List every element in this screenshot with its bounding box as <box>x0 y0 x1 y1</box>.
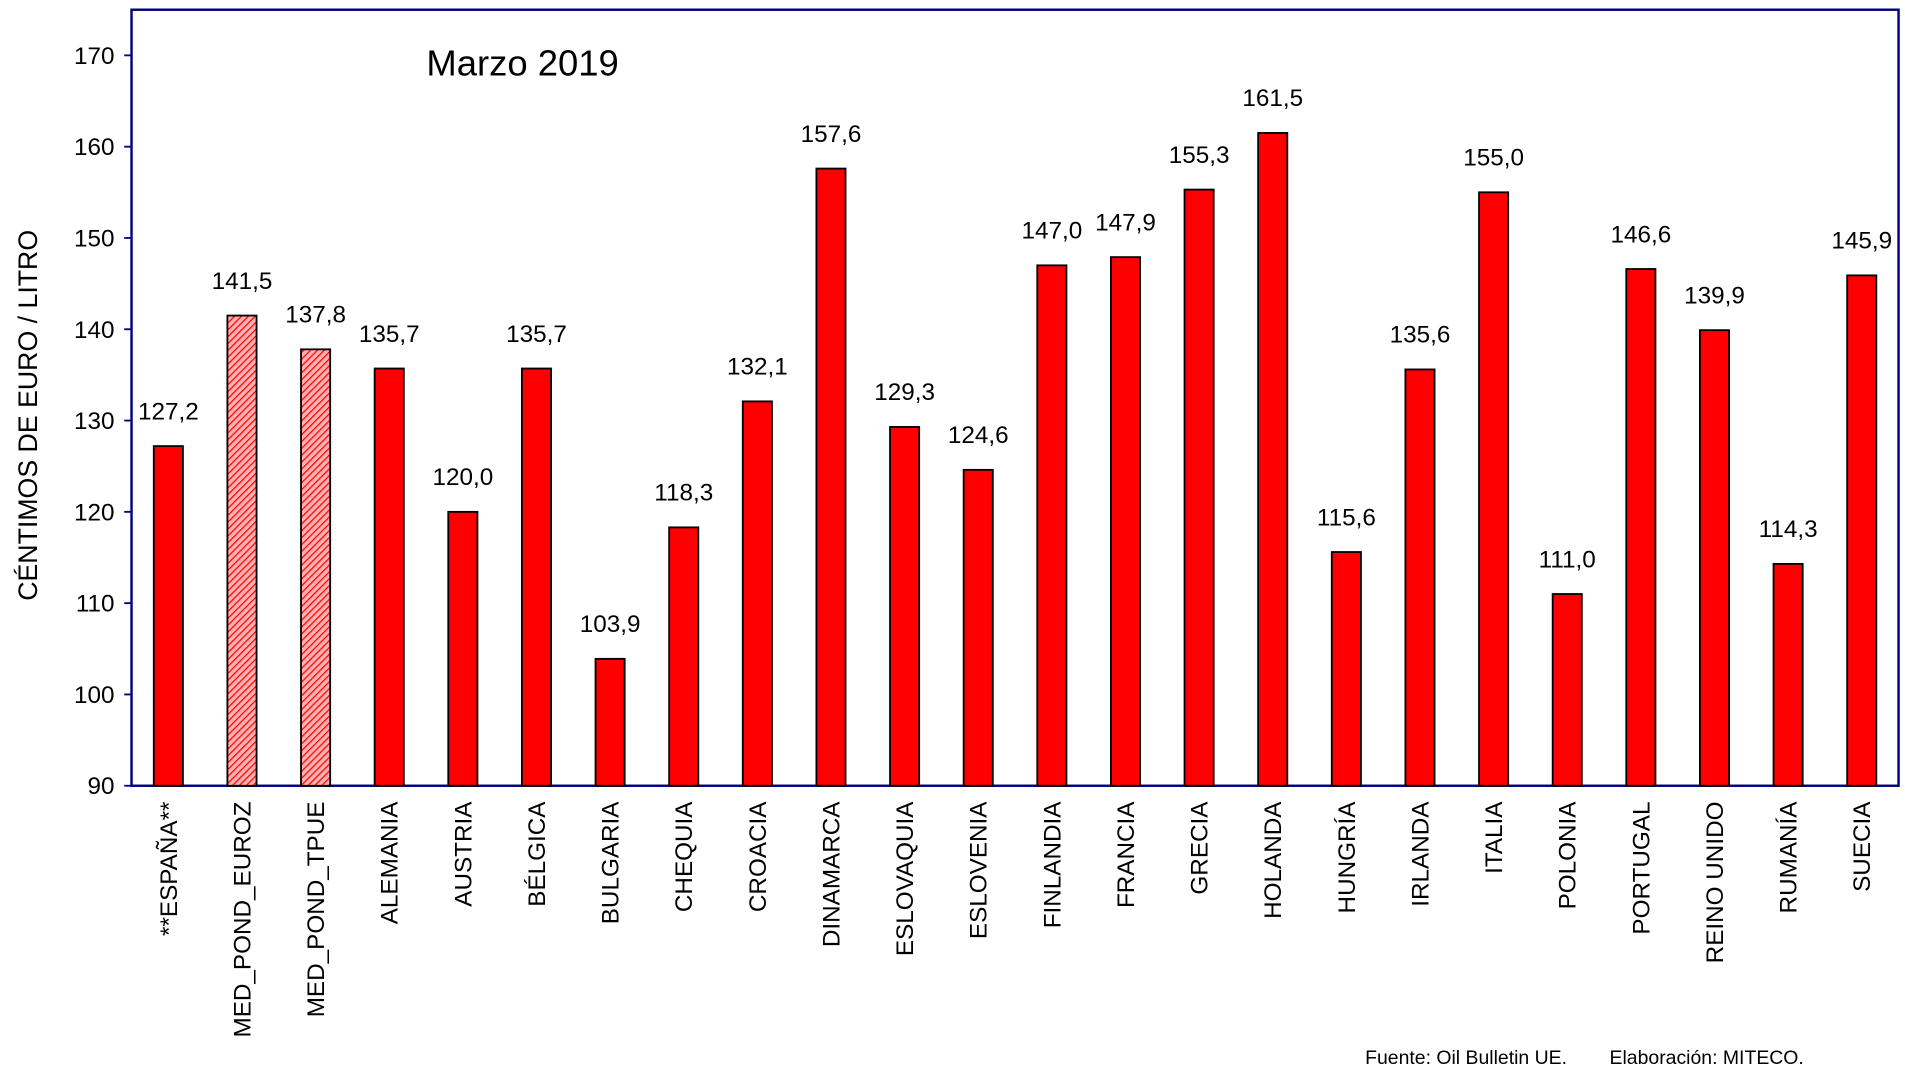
bar <box>1772 562 1804 787</box>
value-label: 114,3 <box>1759 516 1818 543</box>
x-tick-label: BULGARIA <box>598 801 625 925</box>
x-tick-label: FINLANDIA <box>1039 801 1066 929</box>
bar <box>815 167 847 787</box>
x-tick-label: ALEMANIA <box>377 801 404 925</box>
y-tick-label: 130 <box>74 408 115 435</box>
value-label: 147,9 <box>1095 209 1156 236</box>
value-label: 103,9 <box>580 611 641 638</box>
bar <box>373 367 405 787</box>
y-tick-label: 160 <box>74 134 115 161</box>
y-tick-label: 170 <box>74 43 115 70</box>
value-label: 129,3 <box>874 379 935 406</box>
source-note: Fuente: Oil Bulletin UE. <box>1365 1047 1567 1069</box>
x-tick-label: IRLANDA <box>1407 801 1434 907</box>
value-label: 115,6 <box>1317 504 1376 531</box>
value-label: 141,5 <box>212 268 273 295</box>
bar <box>1404 368 1436 787</box>
bar <box>447 510 479 787</box>
bar <box>889 426 921 787</box>
bar <box>226 314 258 787</box>
bar <box>1183 188 1215 787</box>
credit-note: Elaboración: MITECO. <box>1610 1047 1804 1069</box>
value-label: 155,0 <box>1463 145 1524 172</box>
value-label: 155,3 <box>1169 142 1230 169</box>
bar <box>741 400 773 787</box>
value-label: 118,3 <box>654 480 713 507</box>
x-tick-label: RUMANÍA <box>1776 801 1803 914</box>
bar <box>520 367 552 787</box>
bar <box>1478 191 1510 787</box>
y-tick-label: 120 <box>74 499 115 526</box>
value-label: 132,1 <box>727 354 788 381</box>
y-tick-label: 150 <box>74 225 115 252</box>
bar <box>1257 132 1289 787</box>
value-label: 120,0 <box>432 464 493 491</box>
x-tick-label: DINAMARCA <box>818 801 845 947</box>
y-axis-label: CÉNTIMOS DE EURO / LITRO <box>13 230 43 601</box>
value-label: 157,6 <box>801 121 862 148</box>
bar <box>1846 274 1878 787</box>
bar <box>1551 593 1583 787</box>
bar <box>1699 329 1730 787</box>
x-tick-label: HOLANDA <box>1260 801 1287 919</box>
x-tick-label: CROACIA <box>745 801 772 912</box>
x-tick-label: ESLOVENIA <box>966 801 993 939</box>
x-tick-label: ESLOVAQUIA <box>892 801 919 956</box>
value-label: 139,9 <box>1684 282 1745 309</box>
bar <box>668 526 700 787</box>
x-tick-label: GRECIA <box>1187 801 1214 895</box>
x-tick-label: ITALIA <box>1481 801 1508 874</box>
value-label: 161,5 <box>1242 85 1303 112</box>
bar <box>1330 551 1362 787</box>
value-label: 147,0 <box>1021 218 1082 245</box>
value-label: 135,7 <box>359 321 420 348</box>
x-tick-label: BÉLGICA <box>524 801 551 907</box>
chart-title: Marzo 2019 <box>426 42 618 83</box>
bar <box>1625 268 1657 787</box>
value-label: 124,6 <box>948 422 1009 449</box>
bar <box>962 468 994 787</box>
value-label: 135,7 <box>506 321 567 348</box>
value-label: 145,9 <box>1831 228 1892 255</box>
x-tick-label: REINO UNIDO <box>1702 802 1729 964</box>
y-tick-label: 100 <box>74 682 115 709</box>
bar <box>152 445 184 787</box>
y-tick-label: 140 <box>74 317 115 344</box>
x-tick-label: HUNGRÍA <box>1334 801 1361 914</box>
bar <box>1109 256 1141 787</box>
value-label: 137,8 <box>285 302 346 329</box>
x-tick-label: POLONIA <box>1555 801 1582 910</box>
x-tick-label: AUSTRIA <box>450 801 477 907</box>
bar <box>594 657 626 787</box>
x-tick-label: FRANCIA <box>1113 801 1140 908</box>
bar <box>300 348 332 787</box>
value-label: 146,6 <box>1610 221 1671 248</box>
y-tick-label: 90 <box>88 773 115 800</box>
x-tick-label: PORTUGAL <box>1628 802 1655 935</box>
value-label: 135,6 <box>1390 322 1451 349</box>
x-tick-label: MED_POND_EUROZ <box>229 801 256 1037</box>
y-tick-label: 110 <box>76 591 115 618</box>
x-tick-label: **ESPAÑA** <box>156 801 183 936</box>
x-tick-label: MED_POND_TPUE <box>303 802 330 1018</box>
plot-frame <box>130 8 1900 787</box>
bar <box>1036 264 1068 787</box>
x-tick-label: SUECIA <box>1849 801 1876 892</box>
x-tick-label: CHEQUIA <box>671 801 698 912</box>
value-label: 111,0 <box>1539 546 1596 573</box>
value-label: 127,2 <box>138 398 199 425</box>
